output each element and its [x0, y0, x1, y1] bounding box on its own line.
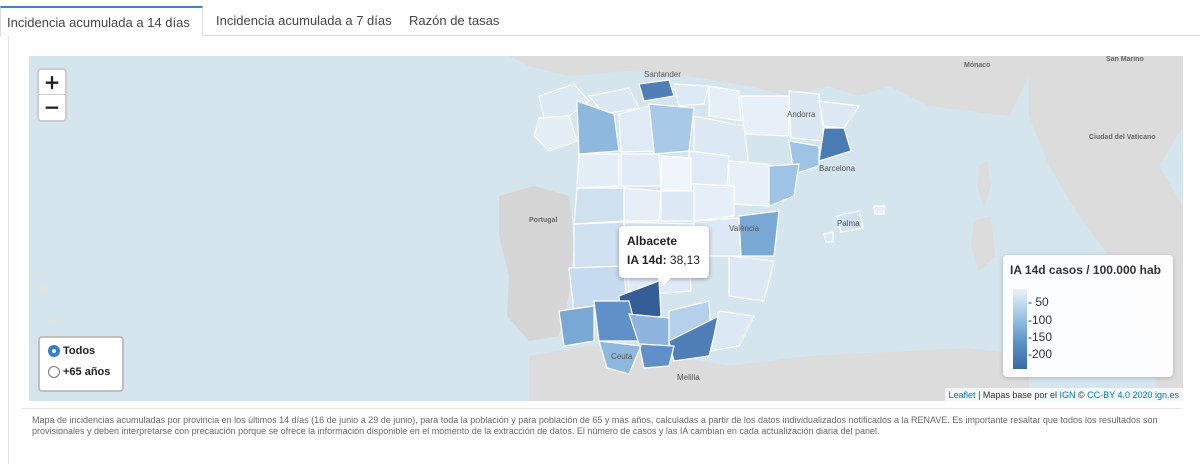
palencia — [618, 105, 655, 153]
segovia — [660, 155, 692, 192]
tab-ia-7d[interactable]: Incidencia acumulada a 7 días — [216, 13, 392, 28]
map-attribution: Leaflet | Mapas base por el IGN © CC-BY … — [944, 388, 1183, 402]
label-santander: Santander — [644, 70, 681, 79]
tooltip-metric-label: IA 14d: — [627, 253, 667, 267]
tab-ia-14d[interactable]: Incidencia acumulada a 14 días — [0, 6, 203, 37]
label-valencia: València — [729, 224, 760, 233]
map-caption: Mapa de incidencias acumuladas por provi… — [22, 408, 1182, 458]
province-tooltip: Albacete IA 14d: 38,13 — [619, 226, 709, 285]
tab-panel — [8, 36, 1192, 464]
label-melilla: Melilla — [677, 373, 700, 382]
filter-todos[interactable]: Todos — [48, 344, 122, 365]
population-filter: Todos +65 años — [38, 336, 124, 392]
radio-todos-icon[interactable] — [48, 345, 60, 357]
label-monaco: Mónaco — [964, 62, 991, 69]
tab-bar: Incidencia acumulada a 14 días Incidenci… — [0, 0, 1200, 37]
label-palma: Palma — [837, 219, 860, 228]
filter-todos-label: Todos — [63, 345, 96, 357]
legend-tick-50: - 50 — [1028, 295, 1049, 309]
zoom-in-button[interactable]: + — [39, 70, 65, 95]
almeria — [710, 310, 755, 352]
salamanca — [573, 187, 625, 225]
zoom-control: + − — [37, 68, 67, 122]
girona — [818, 100, 861, 129]
navarra — [708, 85, 742, 122]
cadiz — [598, 340, 642, 375]
pais-vasco — [673, 83, 710, 107]
galicia-south — [533, 115, 578, 152]
alicante-murcia — [728, 255, 775, 302]
malaga — [638, 343, 675, 369]
huelva — [558, 305, 595, 347]
label-andorra: Andorra — [787, 110, 816, 119]
license-link[interactable]: CC-BY 4.0 2020 ign.es — [1087, 390, 1179, 400]
corsica-island — [977, 161, 991, 206]
valencia-prov — [738, 210, 780, 257]
castellon — [768, 163, 800, 207]
portugal-land — [499, 186, 574, 341]
legend-color-ramp — [1013, 289, 1027, 369]
sardinia-island — [971, 216, 995, 271]
legend-tick-100: -100 — [1028, 313, 1053, 327]
tooltip-province: Albacete — [627, 234, 678, 248]
tab-razon-tasas[interactable]: Razón de tasas — [409, 13, 500, 28]
filter-65[interactable]: +65 años — [48, 365, 122, 386]
leon — [576, 100, 620, 155]
tooltip-metric: IA 14d: 38,13 — [627, 253, 709, 267]
filter-65-label: +65 años — [63, 366, 111, 378]
barcelona-prov — [818, 127, 852, 162]
label-vaticano: Ciudad del Vaticano — [1089, 134, 1156, 141]
radio-65-icon[interactable] — [48, 366, 60, 378]
avila — [623, 187, 662, 222]
mallorca — [836, 210, 864, 233]
teruel — [728, 160, 770, 207]
valladolid — [620, 153, 662, 187]
huesca — [740, 95, 790, 137]
soria — [688, 150, 730, 187]
label-ceuta: Ceuta — [611, 352, 633, 361]
caceres — [573, 221, 625, 269]
guadalajara — [693, 183, 735, 222]
menorca — [873, 205, 886, 215]
attribution-sep: | Mapas base por el — [975, 390, 1060, 400]
map-legend: IA 14d casos / 100.000 hab - 50 -100 -15… — [1003, 255, 1173, 377]
label-san-marino: San Marino — [1106, 56, 1144, 63]
legend-title: IA 14d casos / 100.000 hab — [1010, 263, 1161, 277]
legend-tick-200: -200 — [1028, 347, 1053, 361]
attribution-copy: © — [1075, 390, 1088, 400]
left-island-1 — [39, 284, 47, 294]
leaflet-link[interactable]: Leaflet — [948, 390, 976, 400]
left-island-2 — [51, 318, 55, 324]
cantabria — [638, 79, 675, 102]
madrid — [660, 190, 695, 222]
tooltip-value: 38,13 — [669, 253, 700, 267]
france-land — [509, 56, 1029, 116]
burgos — [648, 103, 695, 155]
legend-tick-150: -150 — [1028, 330, 1053, 344]
ign-link[interactable]: IGN — [1059, 390, 1076, 400]
ibiza — [823, 231, 834, 243]
label-portugal: Portugal — [529, 217, 558, 224]
zamora — [576, 153, 620, 189]
zoom-out-button[interactable]: − — [43, 95, 61, 119]
label-barcelona: Barcelona — [819, 164, 856, 173]
asturias — [587, 87, 640, 115]
